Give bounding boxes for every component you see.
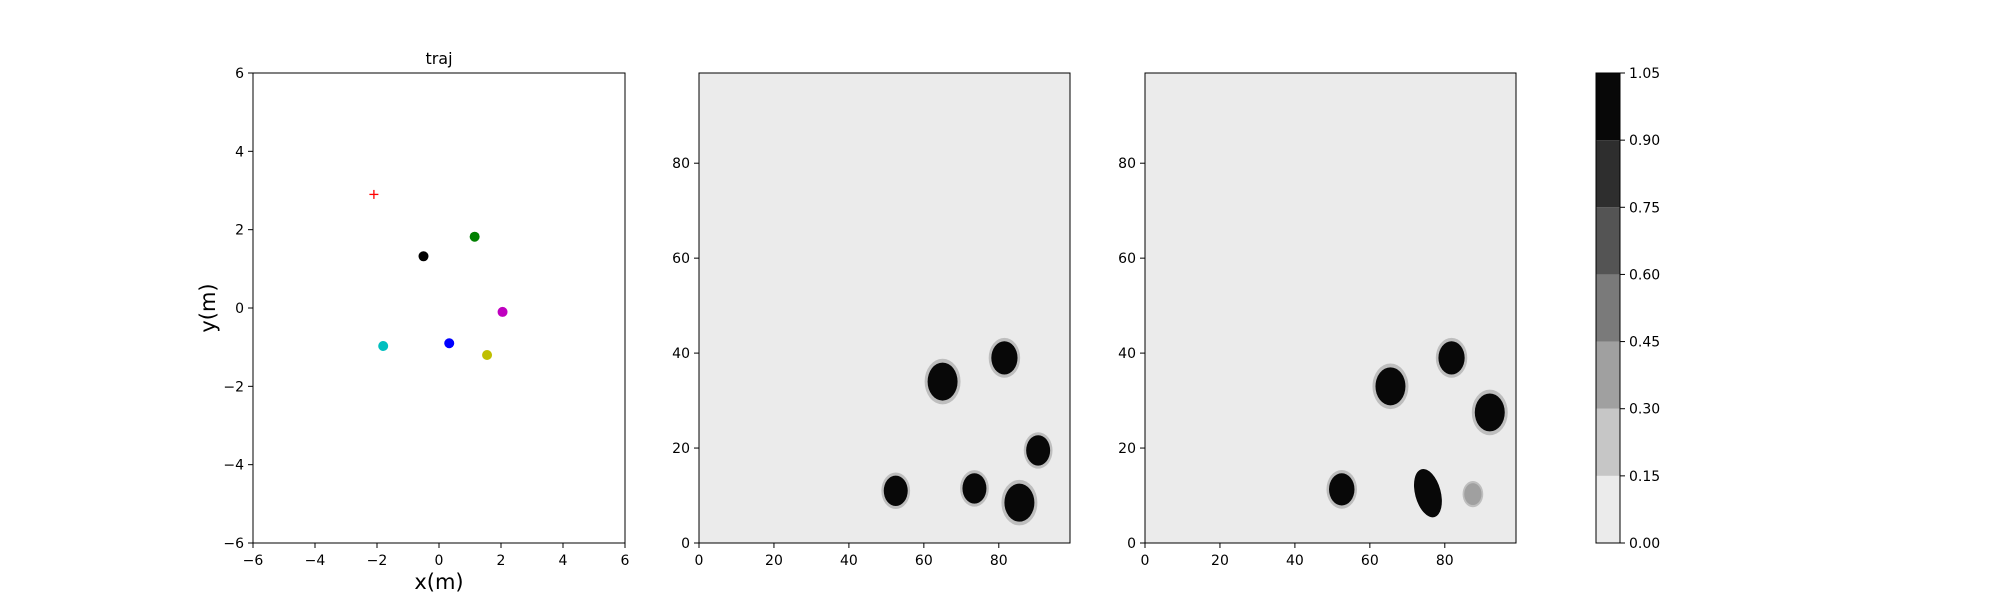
agent-point — [497, 306, 508, 317]
x-tick-label: 0 — [1141, 553, 1150, 569]
obstacle-blob — [988, 337, 1021, 378]
obstacle-blob — [1471, 389, 1508, 436]
x-tick-label: 6 — [621, 553, 630, 569]
y-tick-label: −6 — [223, 536, 244, 552]
y-tick-label: 20 — [1118, 441, 1136, 457]
obstacle-blob — [1326, 469, 1358, 509]
x-tick-label: 2 — [497, 553, 506, 569]
occupancy-map-2-blobs — [1326, 337, 1508, 518]
colorbar-band — [1596, 207, 1620, 275]
goal-marker — [369, 189, 379, 199]
colorbar-ticks: 0.00 0.15 0.30 0.45 0.60 0.75 0.90 1.05 — [1620, 66, 1660, 552]
colorbar-tick-label: 0.15 — [1629, 469, 1660, 485]
x-tick-label: 80 — [1436, 553, 1454, 569]
colorbar-tick-label: 0.75 — [1629, 200, 1660, 216]
agent-point — [378, 340, 389, 351]
occupancy-map-1-x-ticks: 0 20 40 60 80 — [695, 543, 1008, 569]
agent-point — [482, 350, 493, 360]
colorbar-tick-label: 0.45 — [1629, 335, 1660, 351]
y-tick-label: 80 — [1118, 156, 1136, 172]
y-tick-label: 0 — [1127, 536, 1136, 552]
x-axis-label: x(m) — [414, 570, 463, 594]
y-tick-label: 60 — [1118, 251, 1136, 267]
y-tick-label: 20 — [672, 441, 690, 457]
x-tick-label: −2 — [367, 553, 388, 569]
x-tick-label: 0 — [695, 553, 704, 569]
y-tick-label: −4 — [223, 458, 244, 474]
colorbar-band — [1596, 73, 1620, 141]
x-tick-label: 4 — [559, 553, 568, 569]
occupancy-map-1-background — [699, 73, 1070, 543]
occupancy-map-2-panel: 0 20 40 60 80 0 20 40 60 80 — [1118, 72, 1517, 569]
colorbar-bands — [1596, 73, 1620, 543]
obstacle-blob — [881, 472, 911, 510]
obstacle-blob — [1023, 432, 1053, 469]
y-tick-label: 40 — [1118, 346, 1136, 362]
trajectory-points — [369, 189, 508, 360]
obstacle-blob — [960, 470, 989, 507]
colorbar-tick-label: 0.90 — [1629, 133, 1660, 149]
colorbar-tick-label: 0.60 — [1629, 267, 1660, 283]
y-tick-label: −2 — [223, 379, 244, 395]
colorbar-tick-label: 1.05 — [1629, 66, 1660, 82]
colorbar-frame — [1595, 72, 1621, 544]
trajectory-axes-frame — [252, 72, 626, 544]
occupancy-map-2-y-ticks: 0 20 40 60 80 — [1118, 156, 1145, 552]
colorbar-band — [1596, 140, 1620, 208]
y-tick-label: 0 — [681, 536, 690, 552]
occupancy-map-1-y-ticks: 0 20 40 60 80 — [672, 156, 699, 552]
obstacle-blob — [1001, 479, 1038, 526]
x-tick-label: 20 — [765, 553, 783, 569]
trajectory-x-ticks: −6 −4 −2 0 2 4 6 — [243, 543, 630, 569]
occupancy-map-1-blobs — [881, 337, 1053, 526]
trajectory-scatter-panel: traj x(m) y(m) −6 −4 −2 0 2 4 6 −6 −4 −2 0 2 4 6 — [196, 49, 630, 594]
colorbar-band — [1596, 341, 1620, 409]
y-tick-label: 0 — [235, 301, 244, 317]
x-tick-label: 80 — [990, 553, 1008, 569]
x-tick-label: 60 — [915, 553, 933, 569]
x-tick-label: 60 — [1361, 553, 1379, 569]
x-tick-label: 40 — [1286, 553, 1304, 569]
occupancy-map-2-x-ticks: 0 20 40 60 80 — [1141, 543, 1454, 569]
y-axis-label: y(m) — [196, 283, 220, 332]
colorbar-tick-label: 0.30 — [1629, 402, 1660, 418]
trajectory-title: traj — [425, 49, 452, 68]
agent-point — [418, 251, 429, 262]
obstacle-blob — [1372, 363, 1409, 410]
colorbar-band — [1596, 274, 1620, 342]
y-tick-label: 2 — [235, 223, 244, 239]
obstacle-blob — [1462, 480, 1484, 508]
agent-point — [444, 338, 455, 349]
obstacle-blob — [924, 358, 961, 405]
colorbar-tick-label: 0.00 — [1629, 536, 1660, 552]
y-tick-label: 40 — [672, 346, 690, 362]
y-tick-label: 60 — [672, 251, 690, 267]
y-tick-label: 4 — [235, 144, 244, 160]
colorbar-band — [1596, 475, 1620, 543]
obstacle-blob — [1413, 468, 1442, 518]
x-tick-label: 0 — [435, 553, 444, 569]
occupancy-map-1-frame — [698, 72, 1071, 544]
colorbar: 0.00 0.15 0.30 0.45 0.60 0.75 0.90 1.05 — [1595, 66, 1660, 552]
colorbar-band — [1596, 408, 1620, 476]
obstacle-blob — [1435, 337, 1468, 378]
occupancy-map-2-frame — [1144, 72, 1517, 544]
y-tick-label: 6 — [235, 66, 244, 82]
x-tick-label: −6 — [243, 553, 264, 569]
agent-point — [469, 231, 480, 242]
x-tick-label: 20 — [1211, 553, 1229, 569]
occupancy-map-2-background — [1145, 73, 1516, 543]
occupancy-map-1-panel: 0 20 40 60 80 0 20 40 60 80 — [672, 72, 1071, 569]
trajectory-y-ticks: −6 −4 −2 0 2 4 6 — [223, 66, 253, 552]
x-tick-label: −4 — [305, 553, 326, 569]
x-tick-label: 40 — [840, 553, 858, 569]
y-tick-label: 80 — [672, 156, 690, 172]
